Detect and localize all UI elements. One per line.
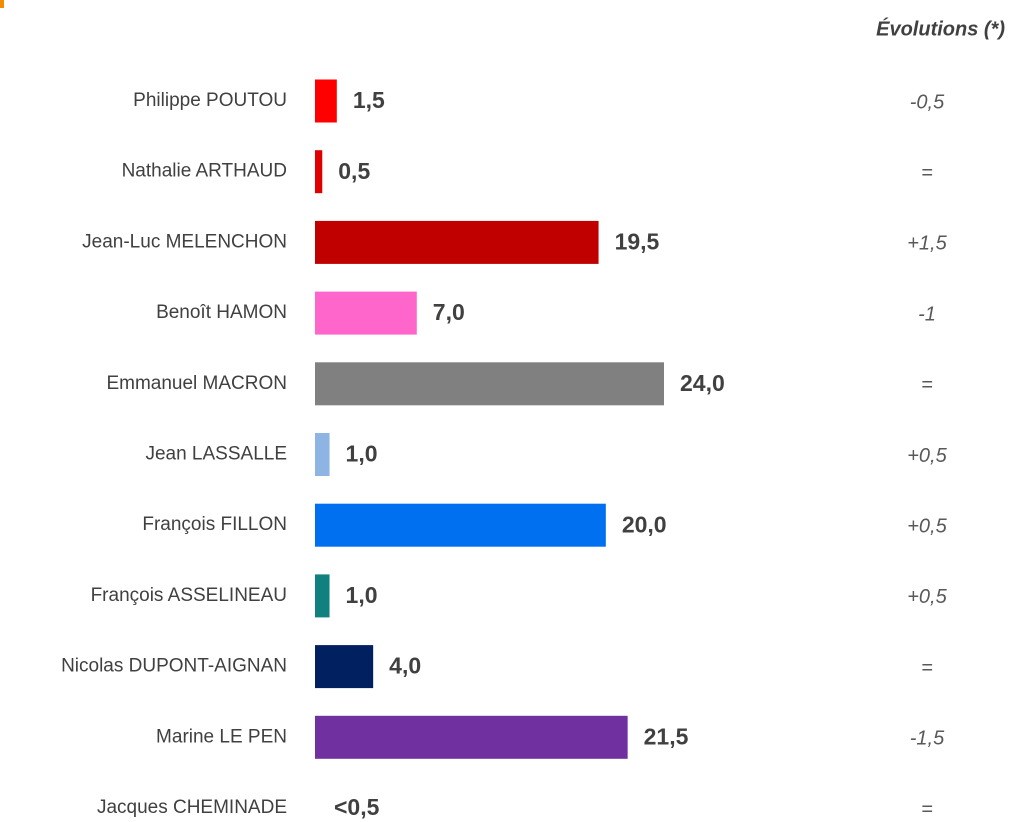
- category-label: Nathalie ARTHAUD: [122, 161, 287, 182]
- value-label: 1,0: [346, 441, 378, 467]
- evolution: +1,5: [907, 233, 947, 255]
- category-label: Philippe POUTOU: [133, 90, 287, 111]
- evolution: =: [921, 657, 933, 679]
- category-label: Emmanuel MACRON: [106, 373, 287, 394]
- evolution: =: [921, 374, 933, 396]
- value-label: 1,0: [346, 582, 378, 608]
- corner-decoration: [0, 0, 4, 8]
- value-label: 4,0: [389, 653, 421, 679]
- value-label: 7,0: [433, 299, 465, 325]
- category-label: Jean LASSALLE: [145, 444, 287, 465]
- evolution: +0,5: [907, 445, 947, 467]
- bar: [315, 150, 323, 194]
- evolution: +0,5: [907, 586, 947, 608]
- bar: [315, 715, 628, 759]
- category-label: Nicolas DUPONT-AIGNAN: [61, 656, 287, 677]
- bar: [315, 362, 664, 406]
- bar: [315, 645, 374, 689]
- value-label: 24,0: [680, 370, 725, 396]
- value-label: 0,5: [338, 158, 370, 184]
- category-label: Marine LE PEN: [156, 726, 287, 747]
- value-label: <0,5: [334, 794, 380, 820]
- evolution: -1,5: [910, 728, 945, 750]
- category-label: Jacques CHEMINADE: [97, 797, 287, 818]
- bar: [315, 503, 606, 547]
- value-label: 19,5: [615, 228, 660, 254]
- evolution: =: [921, 162, 933, 184]
- evolution: +0,5: [907, 515, 947, 537]
- bar: [315, 433, 330, 476]
- category-label: François FILLON: [142, 514, 287, 535]
- category-label: Jean-Luc MELENCHON: [82, 231, 287, 252]
- bar: [315, 291, 417, 335]
- value-label: 21,5: [644, 723, 689, 749]
- evolution: -0,5: [910, 91, 945, 113]
- value-label: 20,0: [622, 511, 667, 537]
- category-label: Benoît HAMON: [156, 302, 287, 323]
- bar: [315, 79, 337, 123]
- evolutions-header: Évolutions (*): [876, 17, 1005, 40]
- evolution: -1: [918, 303, 936, 325]
- bar: [315, 220, 599, 264]
- evolution: =: [921, 798, 933, 820]
- category-label: François ASSELINEAU: [91, 585, 287, 606]
- value-label: 1,5: [353, 87, 385, 113]
- bar: [315, 574, 330, 618]
